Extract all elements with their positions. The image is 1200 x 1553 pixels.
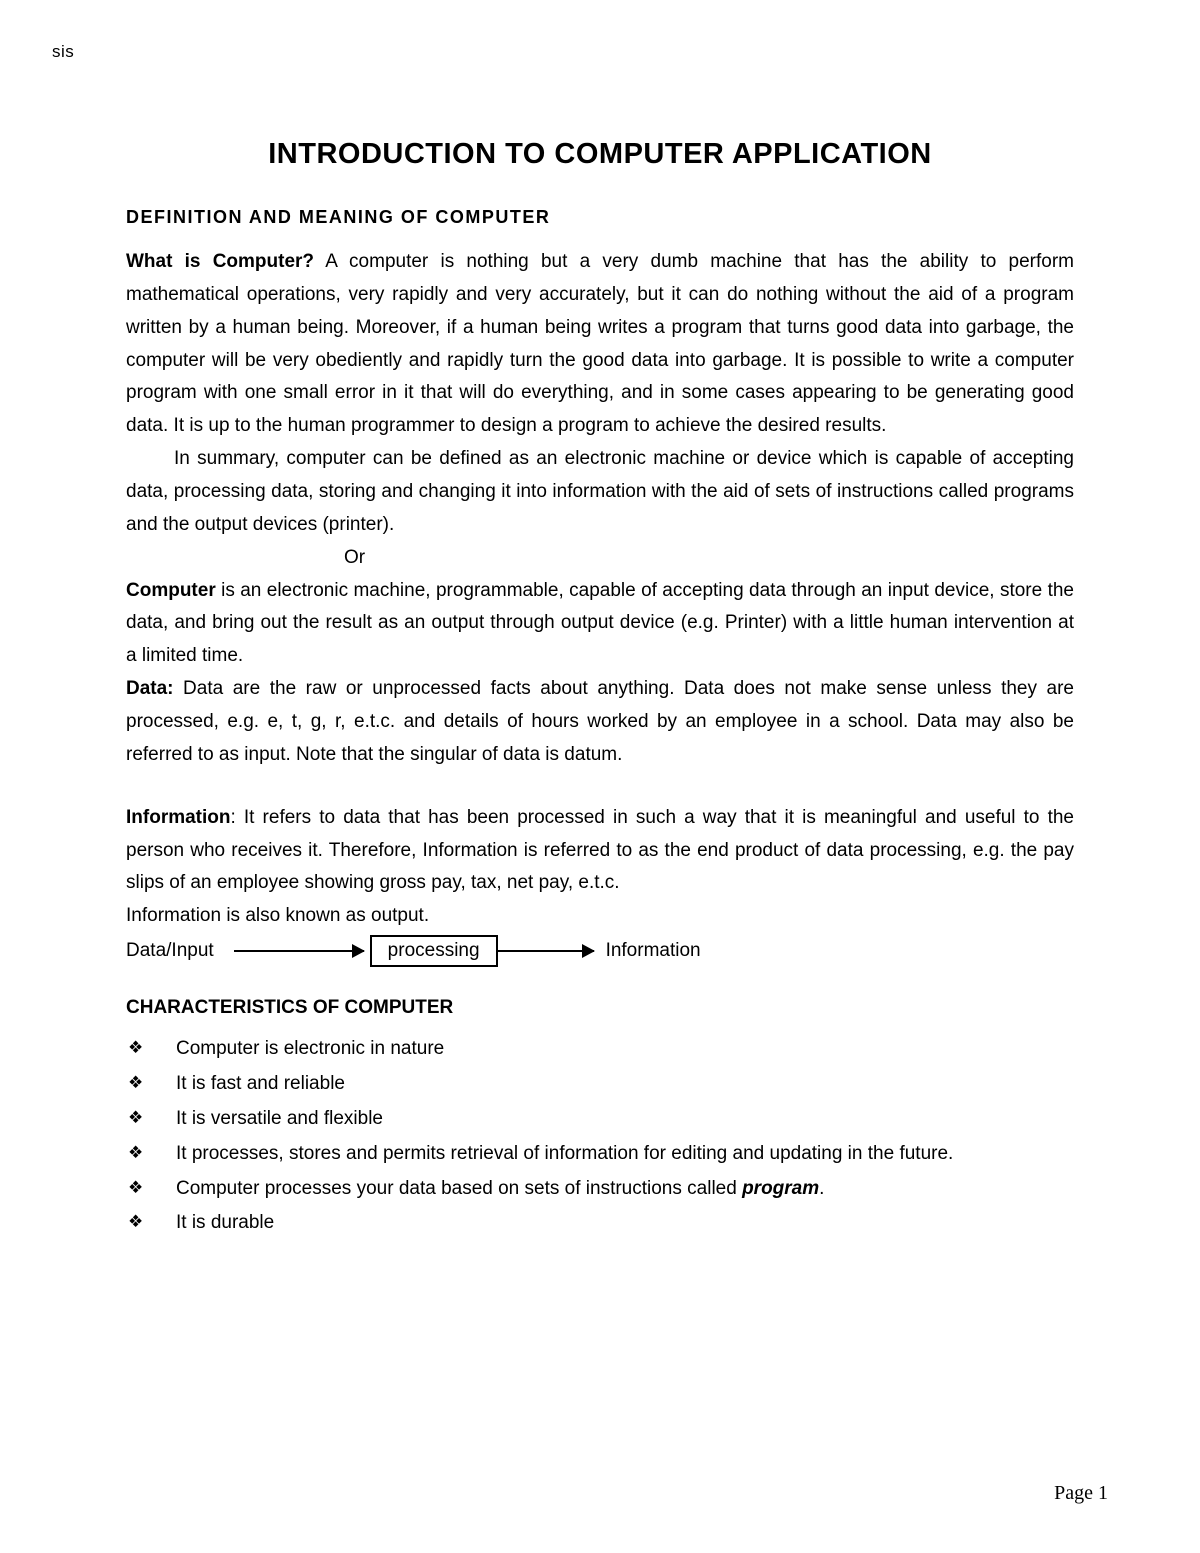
paragraph-info-output: Information is also known as output. <box>126 900 1074 933</box>
header-label: sis <box>52 42 74 62</box>
list-item: It is fast and reliable <box>126 1068 1074 1101</box>
paragraph-what-is-computer: What is Computer? A computer is nothing … <box>126 246 1074 443</box>
list-item: It processes, stores and permits retriev… <box>126 1138 1074 1171</box>
diagram-process-box: processing <box>370 935 498 967</box>
emphasis-program: program <box>742 1178 819 1199</box>
information-label: Information <box>126 807 231 828</box>
section-heading-characteristics: CHARACTERISTICS OF COMPUTER <box>126 997 1074 1019</box>
document-page: INTRODUCTION TO COMPUTER APPLICATION DEF… <box>126 138 1074 1242</box>
list-item: Computer processes your data based on se… <box>126 1173 1074 1206</box>
data-label: Data: <box>126 678 174 699</box>
paragraph-information-def: Information: It refers to data that has … <box>126 802 1074 901</box>
list-item: It is versatile and flexible <box>126 1103 1074 1136</box>
list-item-text: . <box>819 1178 824 1199</box>
arrow-icon <box>234 950 364 952</box>
paragraph-text: Data are the raw or unprocessed facts ab… <box>126 678 1074 765</box>
diagram-output-label: Information <box>606 940 701 962</box>
page-title: INTRODUCTION TO COMPUTER APPLICATION <box>126 138 1074 171</box>
paragraph-data-def: Data: Data are the raw or unprocessed fa… <box>126 673 1074 772</box>
page-number: Page 1 <box>1054 1482 1108 1505</box>
paragraph-summary: In summary, computer can be defined as a… <box>126 443 1074 542</box>
flow-diagram: Data/Input processing Information <box>126 935 1074 967</box>
computer-label: Computer <box>126 580 216 601</box>
arrow-icon <box>498 950 594 952</box>
list-item: It is durable <box>126 1207 1074 1240</box>
paragraph-text: A computer is nothing but a very dumb ma… <box>126 251 1074 436</box>
characteristics-list: Computer is electronic in nature It is f… <box>126 1033 1074 1240</box>
section-heading-definition: DEFINITION AND MEANING OF COMPUTER <box>126 207 1074 228</box>
list-item-text: Computer processes your data based on se… <box>176 1178 742 1199</box>
paragraph-computer-def: Computer is an electronic machine, progr… <box>126 575 1074 674</box>
question-label: What is Computer? <box>126 251 314 272</box>
list-item: Computer is electronic in nature <box>126 1033 1074 1066</box>
or-separator: Or <box>344 542 1074 575</box>
paragraph-text: : It refers to data that has been proces… <box>126 807 1074 894</box>
paragraph-text: is an electronic machine, programmable, … <box>126 580 1074 667</box>
diagram-input-label: Data/Input <box>126 940 214 962</box>
